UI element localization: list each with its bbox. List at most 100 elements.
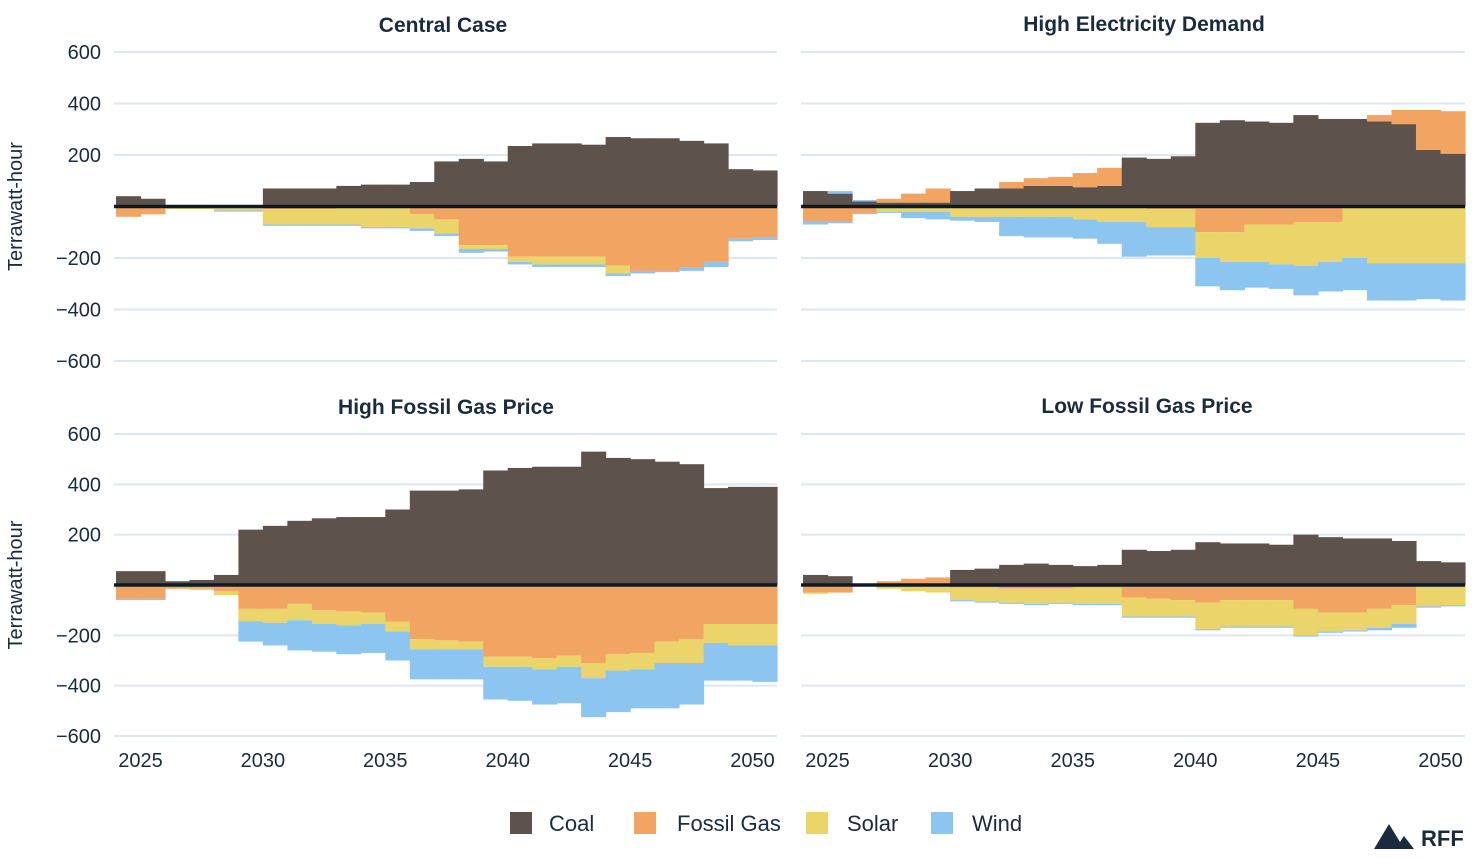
bar-coal-2032 xyxy=(311,188,337,207)
bar-solar-2044 xyxy=(605,265,631,274)
bar-wind-2046 xyxy=(1342,258,1368,291)
bar-wind-2033 xyxy=(1023,603,1049,606)
bar-fossil-gas-2047 xyxy=(1366,585,1393,609)
bar-coal-2042 xyxy=(1244,543,1270,585)
panel-title: High Electricity Demand xyxy=(1023,13,1265,36)
bar-coal-2046 xyxy=(654,461,680,585)
bar-coal-2024 xyxy=(803,191,829,207)
legend-swatch-coal xyxy=(510,812,532,834)
bar-fossil-gas-2039 xyxy=(483,585,509,657)
bar-solar-2034 xyxy=(1048,588,1074,603)
bar-fossil-gas-2027 xyxy=(189,585,215,589)
bar-wind-2040 xyxy=(1195,629,1221,631)
bar-wind-2035 xyxy=(1072,219,1098,239)
bar-wind-2040 xyxy=(507,666,533,701)
bar-wind-2034 xyxy=(360,227,386,229)
bar-fossil-gas-2032 xyxy=(999,585,1025,589)
bar-fossil-gas-2035 xyxy=(1072,173,1098,188)
bar-coal-2040 xyxy=(1195,542,1221,585)
bar-wind-2038 xyxy=(1146,616,1172,618)
bar-wind-2045 xyxy=(630,270,656,274)
bar-solar-2031 xyxy=(974,587,1000,602)
mountain-logo-icon xyxy=(1374,824,1414,849)
legend-label-solar: Solar xyxy=(847,811,898,836)
bar-coal-2030 xyxy=(262,188,288,207)
bar-solar-2044 xyxy=(1293,608,1319,636)
bar-wind-2025 xyxy=(827,221,853,224)
bar-solar-2039 xyxy=(1170,600,1196,617)
bar-solar-2041 xyxy=(532,657,558,670)
bar-coal-2041 xyxy=(1219,543,1245,585)
bar-wind-2026 xyxy=(852,212,878,215)
bar-coal-2050 xyxy=(752,170,778,207)
bar-solar-2050 xyxy=(1440,585,1466,606)
bar-wind-2043 xyxy=(1268,626,1294,628)
bar-wind-2034 xyxy=(360,624,386,653)
bar-wind-2042 xyxy=(1244,261,1270,288)
bar-fossil-gas-2029 xyxy=(238,585,264,609)
bar-solar-2034 xyxy=(360,612,386,625)
bar-solar-2043 xyxy=(1268,224,1294,265)
bar-fossil-gas-2024 xyxy=(116,585,142,599)
x-tick-label: 2025 xyxy=(805,750,850,772)
bar-coal-2049 xyxy=(1415,561,1442,585)
bar-solar-2045 xyxy=(1317,612,1344,632)
bar-coal-2044 xyxy=(605,457,631,585)
bar-fossil-gas-2030 xyxy=(262,585,288,609)
bar-coal-2031 xyxy=(974,568,1000,585)
legend-item-solar: Solar xyxy=(806,811,898,836)
bar-coal-2049 xyxy=(728,169,754,207)
panel-low-fossil-gas-price: Low Fossil Gas Price 2025 2030 2035 2040 2045… xyxy=(801,395,1466,772)
bar-solar-2042 xyxy=(556,256,582,265)
bar-wind-2038 xyxy=(1146,227,1172,256)
legend-swatch-solar xyxy=(806,812,828,834)
y-tick-label: 600 xyxy=(68,424,101,446)
bar-coal-2031 xyxy=(287,188,313,207)
bar-coal-2033 xyxy=(1023,563,1049,585)
bar-wind-2031 xyxy=(974,601,1000,603)
y-tick-label: −400 xyxy=(56,300,101,322)
bar-fossil-gas-2047 xyxy=(1366,115,1393,122)
bar-wind-2039 xyxy=(483,248,509,252)
bar-wind-2044 xyxy=(1293,265,1319,296)
bar-solar-2038 xyxy=(1146,598,1172,617)
bar-fossil-gas-2043 xyxy=(581,206,607,257)
bar-wind-2048 xyxy=(1391,624,1417,628)
bar-coal-2049 xyxy=(728,486,754,585)
bar-solar-2042 xyxy=(556,655,582,667)
bar-wind-2031 xyxy=(974,216,1000,222)
bar-fossil-gas-2045 xyxy=(630,206,656,271)
y-tick-label: −200 xyxy=(56,248,101,270)
bar-coal-2025 xyxy=(140,571,166,585)
panel-central-case: Central Case 600 400 200 −200 −400 −600 Terrawa… xyxy=(5,14,778,373)
bar-solar-2047 xyxy=(1366,206,1393,264)
bar-solar-2048 xyxy=(1391,206,1417,264)
y-tick-label: 200 xyxy=(68,145,101,167)
bar-solar-2046 xyxy=(654,641,680,664)
bar-fossil-gas-2041 xyxy=(532,585,558,658)
bar-solar-2043 xyxy=(1268,600,1294,627)
x-tick-label: 2025 xyxy=(118,750,163,772)
y-tick-label: 600 xyxy=(68,42,101,64)
bar-fossil-gas-2025 xyxy=(827,206,853,222)
bar-fossil-gas-2024 xyxy=(803,585,829,593)
bar-wind-2032 xyxy=(999,602,1025,604)
bar-wind-2043 xyxy=(581,264,607,268)
bar-fossil-gas-2029 xyxy=(925,577,951,585)
bar-solar-2039 xyxy=(483,245,509,249)
bar-solar-2049 xyxy=(1415,206,1442,264)
bar-fossil-gas-2032 xyxy=(999,182,1025,189)
bar-wind-2038 xyxy=(458,649,484,680)
bar-wind-2048 xyxy=(703,261,729,268)
bar-coal-2050 xyxy=(752,486,778,585)
bar-coal-2035 xyxy=(1072,187,1098,207)
bar-coal-2043 xyxy=(581,451,607,585)
bar-wind-2044 xyxy=(605,273,631,277)
bar-solar-2048 xyxy=(1391,605,1417,625)
bar-fossil-gas-2041 xyxy=(532,206,558,257)
bar-solar-2038 xyxy=(458,641,484,650)
bar-solar-2029 xyxy=(925,206,951,212)
y-tick-label: −600 xyxy=(56,726,101,748)
bar-fossil-gas-2042 xyxy=(1244,206,1270,225)
bar-coal-2024 xyxy=(803,574,829,585)
